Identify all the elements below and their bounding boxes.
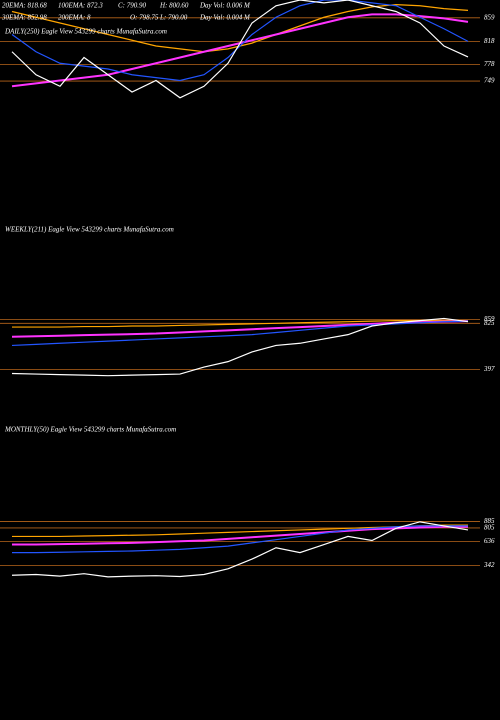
stat-label: 30EMA: 852.98 <box>1 14 47 22</box>
stat-label: 200EMA: 8 <box>58 14 91 22</box>
y-tick-label: 859 <box>484 315 495 323</box>
series-line <box>11 521 469 578</box>
series-line <box>11 0 469 99</box>
y-tick-label: 749 <box>484 77 495 85</box>
series-line <box>11 0 469 82</box>
y-tick-label: 859 <box>484 13 495 21</box>
stat-label: L: 790.00 <box>159 14 188 22</box>
panel-title: WEEKLY(211) Eagle View 543299 charts Mun… <box>5 226 174 234</box>
stat-label: Day Vol: 0.006 M <box>199 2 251 10</box>
stat-label: 100EMA: 872.3 <box>58 2 103 10</box>
panel-title: DAILY(250) Eagle View 543299 charts Muna… <box>4 28 167 36</box>
y-tick-label: 778 <box>484 60 495 68</box>
series-line <box>12 320 468 328</box>
stat-label: O: 798.75 <box>130 14 159 22</box>
stat-label: Day Val: 0.004 M <box>199 14 251 22</box>
series-line <box>12 525 468 554</box>
y-tick-label: 818 <box>484 37 495 45</box>
y-tick-label: 342 <box>483 561 495 569</box>
y-tick-label: 885 <box>484 517 495 525</box>
y-tick-label: 825 <box>484 319 495 327</box>
y-tick-label: 636 <box>484 537 495 545</box>
stat-label: H: 800.60 <box>159 2 189 10</box>
stat-label: C: 790.90 <box>118 2 147 10</box>
series-line <box>11 320 469 347</box>
series-line <box>12 525 468 546</box>
panel-title: MONTHLY(50) Eagle View 543299 charts Mun… <box>4 426 176 434</box>
y-tick-label: 805 <box>484 524 495 532</box>
y-tick-label: 397 <box>483 365 495 373</box>
series-line <box>11 317 469 377</box>
stat-label: 20EMA: 818.68 <box>2 2 47 10</box>
